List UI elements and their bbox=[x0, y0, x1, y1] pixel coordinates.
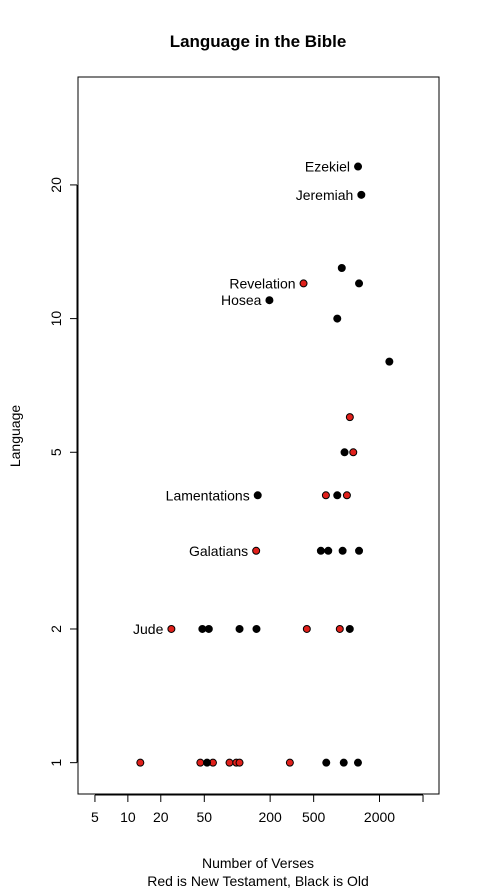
data-point bbox=[316, 546, 325, 555]
data-point bbox=[335, 624, 344, 633]
data-point bbox=[253, 491, 262, 500]
data-point bbox=[196, 758, 205, 767]
data-point bbox=[322, 758, 331, 767]
y-axis: 1 2 5 10 20 bbox=[48, 177, 78, 767]
data-point bbox=[252, 624, 261, 633]
point-labels: Jude Galatians Revelation Lamentations Hosea… bbox=[133, 159, 353, 637]
data-point bbox=[203, 758, 212, 767]
data-point bbox=[324, 546, 333, 555]
data-point bbox=[302, 624, 311, 633]
x-axis: 5 10 20 50 200 500 2000 bbox=[91, 794, 424, 825]
data-point bbox=[136, 758, 145, 767]
data-point bbox=[321, 491, 330, 500]
data-point bbox=[252, 546, 261, 555]
y-tick-label: 5 bbox=[48, 448, 64, 456]
x-tick-label: 500 bbox=[302, 809, 326, 825]
data-point bbox=[345, 413, 354, 422]
x-tick-label: 10 bbox=[120, 809, 136, 825]
data-point bbox=[299, 279, 308, 288]
data-point bbox=[385, 357, 394, 366]
point-label: Jude bbox=[133, 621, 164, 637]
y-tick-label: 20 bbox=[48, 177, 64, 193]
x-tick-label: 20 bbox=[153, 809, 169, 825]
point-label: Revelation bbox=[229, 275, 295, 291]
data-point bbox=[225, 758, 234, 767]
data-point bbox=[355, 546, 364, 555]
data-point bbox=[355, 279, 364, 288]
point-label: Galatians bbox=[189, 543, 248, 559]
data-point bbox=[338, 546, 347, 555]
data-point bbox=[285, 758, 294, 767]
data-point bbox=[345, 624, 354, 633]
data-point bbox=[235, 758, 244, 767]
chart-title: Language in the Bible bbox=[170, 32, 347, 51]
data-point bbox=[353, 758, 362, 767]
x-axis-label: Number of Verses bbox=[202, 855, 314, 871]
point-label: Jeremiah bbox=[296, 187, 354, 203]
data-points bbox=[136, 162, 394, 767]
data-point bbox=[265, 296, 274, 305]
point-label: Lamentations bbox=[166, 487, 250, 503]
data-point bbox=[167, 624, 176, 633]
x-tick-label: 5 bbox=[91, 809, 99, 825]
x-tick-label: 2000 bbox=[364, 809, 395, 825]
point-label: Ezekiel bbox=[305, 159, 350, 175]
data-point bbox=[333, 314, 342, 323]
data-point bbox=[204, 624, 213, 633]
y-tick-label: 1 bbox=[48, 759, 64, 767]
y-tick-label: 2 bbox=[48, 625, 64, 633]
data-point bbox=[337, 264, 346, 273]
data-point bbox=[198, 624, 207, 633]
data-point bbox=[354, 162, 363, 171]
x-tick-label: 50 bbox=[197, 809, 213, 825]
y-tick-label: 10 bbox=[48, 311, 64, 327]
y-axis-label: Language bbox=[7, 405, 23, 468]
x-axis-sublabel: Red is New Testament, Black is Old bbox=[147, 873, 369, 889]
point-label: Hosea bbox=[221, 292, 262, 308]
plot-area-frame bbox=[77, 76, 440, 795]
x-tick-label: 200 bbox=[258, 809, 282, 825]
data-point bbox=[339, 758, 348, 767]
data-point bbox=[342, 491, 351, 500]
data-point bbox=[333, 491, 342, 500]
data-point bbox=[349, 448, 358, 457]
data-point bbox=[340, 448, 349, 457]
data-point bbox=[235, 624, 244, 633]
data-point bbox=[357, 190, 366, 199]
